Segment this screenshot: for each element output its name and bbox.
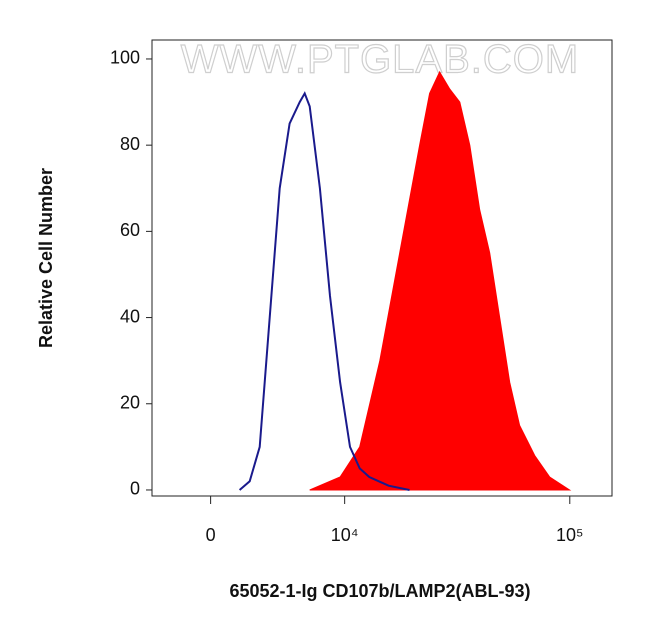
x-tick-label: 0 bbox=[206, 525, 216, 545]
x-axis-title: 65052-1-Ig CD107b/LAMP2(ABL-93) bbox=[229, 581, 530, 601]
y-axis-title: Relative Cell Number bbox=[36, 168, 56, 348]
y-tick-label: 0 bbox=[130, 479, 140, 499]
y-tick-label: 100 bbox=[110, 48, 140, 68]
y-tick-label: 20 bbox=[120, 393, 140, 413]
y-tick-label: 40 bbox=[120, 306, 140, 326]
y-tick-label: 60 bbox=[120, 220, 140, 240]
histogram-line bbox=[238, 91, 410, 491]
x-tick-label: 10⁴ bbox=[331, 525, 359, 545]
plot-frame bbox=[151, 39, 613, 497]
watermark: WWW.PTGLAB.COM bbox=[181, 38, 579, 82]
x-tick-label: 10⁵ bbox=[556, 525, 583, 545]
y-tick-label: 80 bbox=[120, 134, 140, 154]
histogram-area bbox=[309, 70, 572, 491]
